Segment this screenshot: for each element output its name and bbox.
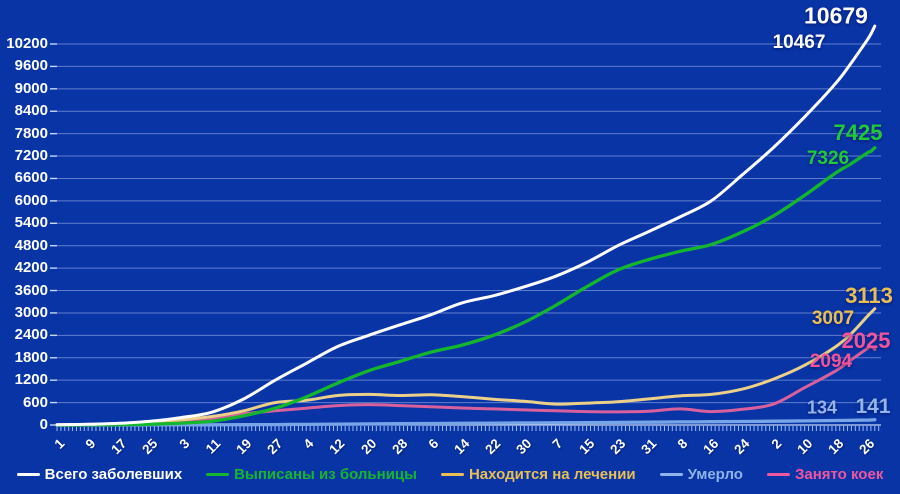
legend-line-swatch	[440, 472, 464, 476]
previous-value-label: 3007	[811, 308, 855, 329]
legend-line-swatch	[16, 472, 40, 476]
series-line-2	[55, 146, 877, 427]
series-line-1	[55, 24, 877, 427]
legend-label: Находится на лечении	[468, 465, 636, 483]
y-axis-label: 6600	[14, 169, 48, 187]
y-axis-label: 7800	[14, 124, 48, 142]
legend-item: Выписаны из больницы	[206, 466, 417, 483]
y-axis-label: 10200	[6, 35, 48, 52]
previous-value-label: 134	[806, 397, 838, 418]
y-axis-label: 8400	[14, 102, 48, 120]
legend-label: Занято коек	[794, 465, 884, 483]
legend-label: Всего заболевших	[44, 465, 183, 483]
legend-line-swatch	[766, 472, 790, 476]
series-line-3	[55, 307, 877, 427]
final-value-label: 141	[855, 395, 891, 418]
y-axis-label: 4200	[14, 259, 48, 277]
chart-legend: Всего заболевших Выписаны из больницы Нахо…	[0, 461, 900, 487]
final-value-label: 3113	[845, 283, 893, 308]
y-axis-label: 6000	[14, 191, 48, 209]
legend-item: Находится на лечении	[440, 465, 636, 483]
previous-value-label: 10467	[772, 32, 826, 53]
legend-label: Выписаны из больницы	[234, 465, 417, 483]
previous-value-label: 7326	[806, 148, 850, 169]
legend-item: Занято коек	[766, 465, 884, 483]
legend-item: Всего заболевших	[16, 465, 183, 483]
y-axis-label: 2400	[14, 326, 48, 344]
final-value-label: 10679	[804, 2, 868, 29]
legend-label: Умерло	[687, 465, 743, 483]
y-axis-label: 1200	[14, 371, 48, 389]
y-axis-label: 600	[22, 393, 48, 411]
final-value-label: 2025	[841, 328, 891, 353]
y-axis-label: 9000	[14, 79, 48, 97]
legend-item: Умерло	[659, 465, 743, 483]
y-axis-label: 5400	[14, 214, 48, 232]
y-axis-label: 3000	[14, 303, 48, 321]
y-axis-label: 0	[39, 416, 48, 433]
y-axis-label: 9600	[14, 57, 48, 75]
y-axis-label: 3600	[14, 281, 48, 299]
previous-value-label: 2094	[809, 351, 853, 372]
legend-line-swatch	[659, 472, 683, 476]
y-axis-label: 4800	[14, 236, 48, 254]
y-axis-label: 1800	[14, 348, 48, 366]
legend-line-swatch	[206, 472, 230, 476]
series-line-5	[55, 345, 877, 427]
series-line-4	[55, 418, 877, 427]
final-value-label: 7425	[833, 120, 883, 145]
y-axis-label: 7200	[14, 147, 48, 165]
